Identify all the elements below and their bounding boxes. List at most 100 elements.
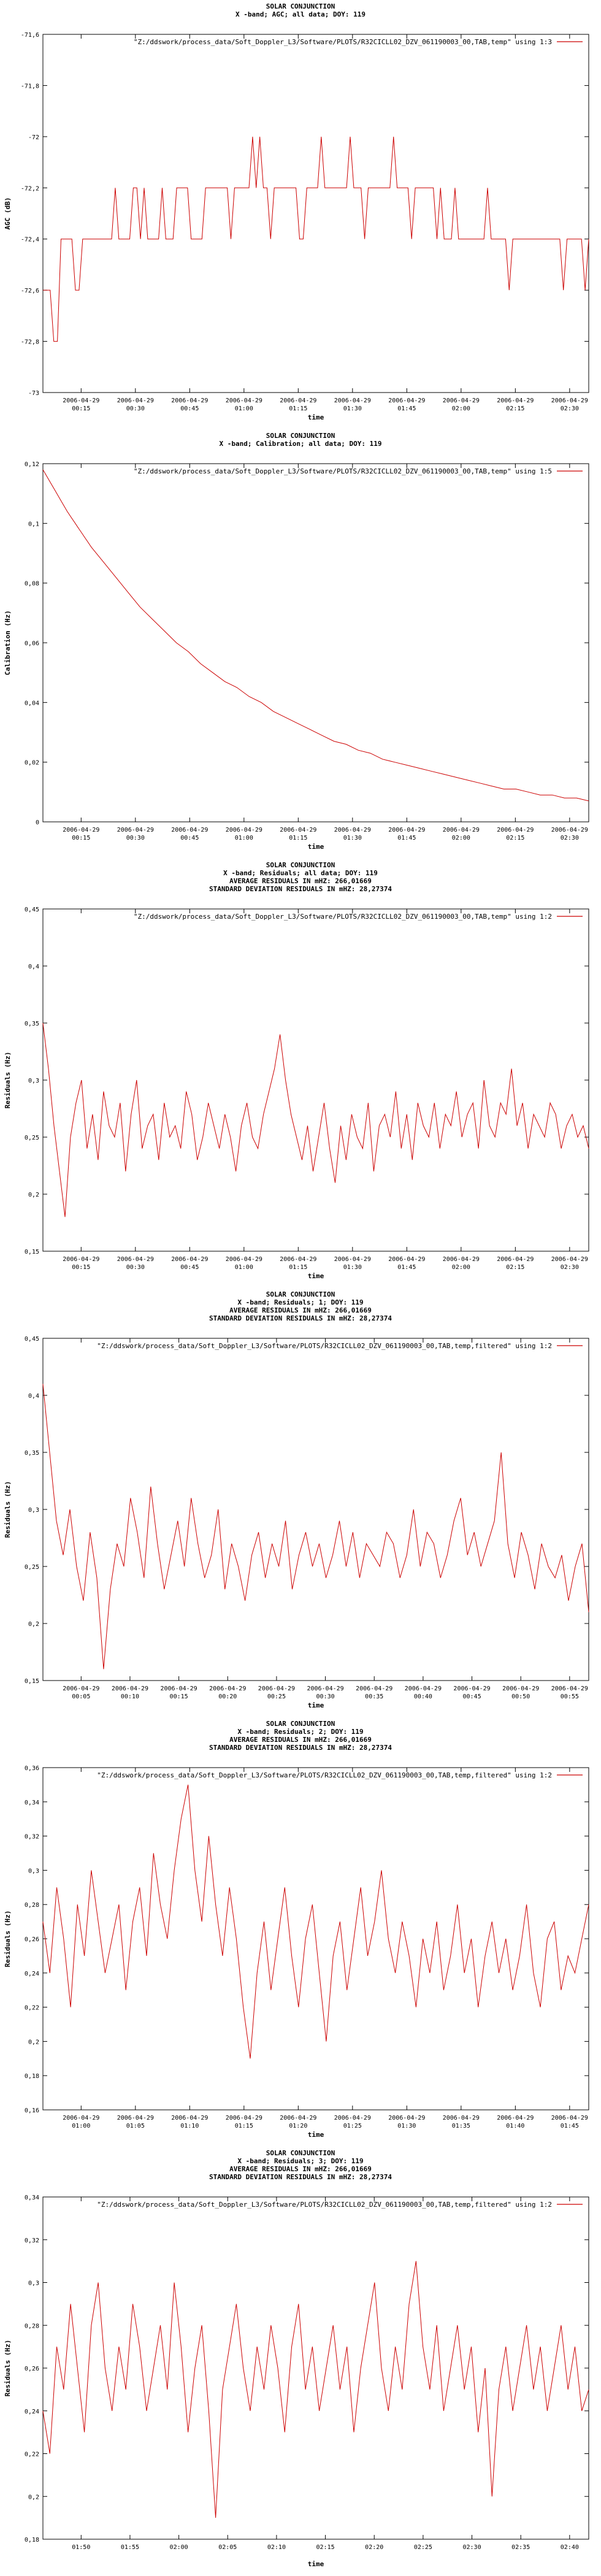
chart-title-line: AVERAGE RESIDUALS IN mHZ: 266,01669 [229,1306,372,1314]
x-tick-label: 2006-04-29 00:30 [117,1256,154,1271]
y-tick-label: -71,8 [21,83,39,90]
plot-frame [42,908,589,1252]
x-tick-label-date: 2006-04-29 [117,1256,154,1263]
x-tick-label-time: 01:45 [561,2123,579,2129]
x-tick-label: 02:00 [170,2544,188,2551]
x-axis-label: time [308,1701,324,1709]
y-tick-label: 0,15 [25,1678,39,1685]
x-tick-label-time: 00:15 [72,405,90,412]
plot-frame [42,1338,589,1681]
y-tick-label: 0,18 [25,2537,39,2543]
x-tick-label-date: 2006-04-29 [63,397,99,404]
x-tick-label-time: 01:00 [72,2123,90,2129]
x-tick-label: 2006-04-29 01:15 [226,2115,262,2129]
x-tick-label-time: 01:15 [235,2123,253,2129]
x-tick-label-time: 02:00 [452,405,470,412]
chart-title-line: X -band; AGC; all data; DOY: 119 [235,10,366,18]
x-tick-label-date: 2006-04-29 [226,2115,262,2122]
x-tick-label-time: 00:20 [218,1693,237,1700]
y-tick-label: 0,35 [25,1450,39,1457]
x-tick-label: 02:30 [462,2544,481,2551]
x-tick-label: 2006-04-29 00:35 [356,1685,392,1700]
chart-title-line: X -band; Calibration; all data; DOY: 119 [220,440,382,448]
x-tick-label: 2006-04-29 01:35 [443,2115,480,2129]
x-tick-label-date: 2006-04-29 [453,1685,490,1692]
x-tick-label-date: 2006-04-29 [307,1685,343,1692]
series-line [42,1384,589,1669]
x-tick-label-date: 2006-04-29 [497,1256,534,1263]
y-axis-label: Residuals (Hz) [4,1052,12,1109]
x-tick-label-time: 01:30 [343,1264,362,1271]
y-tick-label: 0,4 [28,1393,39,1400]
x-tick-label: 02:40 [561,2544,579,2551]
x-tick-label-time: 01:30 [343,835,362,841]
x-tick-label: 2006-04-29 01:45 [388,397,425,412]
x-tick-label-time: 00:45 [180,835,199,841]
y-tick-label: -72,6 [21,288,39,294]
chart-title-line: X -band; Residuals; 3; DOY: 119 [237,2157,363,2165]
x-tick-label-time: 02:15 [506,405,524,412]
chart-title-line: STANDARD DEVIATION RESIDUALS IN mHZ: 28,… [209,885,392,893]
y-tick-label: 0,06 [25,640,39,647]
x-tick-label: 2006-04-29 00:10 [112,1685,148,1700]
x-tick-label-date: 2006-04-29 [112,1685,148,1692]
x-tick-label-time: 01:05 [126,2123,145,2129]
x-tick-label-time: 00:30 [126,1264,145,1271]
x-tick-label-date: 2006-04-29 [551,1685,588,1692]
x-tick-label-date: 2006-04-29 [497,2115,534,2122]
x-tick-label-time: 02:30 [561,1264,579,1271]
y-tick-label: 0,16 [25,2107,39,2114]
x-tick-label-time: 00:15 [170,1693,188,1700]
y-tick-label: 0,04 [25,700,39,707]
x-tick-label-date: 2006-04-29 [443,1256,480,1263]
chart-title-line: SOLAR CONJUNCTION [266,861,335,869]
x-tick-label-date: 2006-04-29 [551,2115,588,2122]
x-tick-label: 2006-04-29 00:15 [161,1685,197,1700]
x-tick-label: 2006-04-29 00:05 [63,1685,99,1700]
chart-panel-4: SOLAR CONJUNCTION X -band; Residuals; 1; … [0,1288,601,1717]
x-tick-label: 2006-04-29 01:15 [280,397,316,412]
x-tick-label: 2006-04-29 00:15 [63,827,99,841]
x-tick-label-date: 2006-04-29 [443,2115,480,2122]
x-tick-label: 2006-04-29 00:45 [171,397,208,412]
chart-title-line: STANDARD DEVIATION RESIDUALS IN mHZ: 28,… [209,2173,392,2181]
x-tick-label-time: 00:25 [267,1693,286,1700]
x-tick-label-date: 2006-04-29 [258,1685,295,1692]
x-tick-label: 02:20 [365,2544,383,2551]
legend-entry: "Z:/ddswork/process_data/Soft_Doppler_L3… [97,1771,552,1779]
chart-title-line: STANDARD DEVIATION RESIDUALS IN mHZ: 28,… [209,1744,392,1752]
y-tick-label: 0,34 [25,2195,39,2201]
x-tick-label-time: 01:30 [397,2123,416,2129]
x-tick-label-time: 00:45 [180,1264,199,1271]
x-tick-label-time: 00:10 [121,1693,139,1700]
x-axis-label: time [308,2131,324,2139]
y-tick-label: -72,2 [21,185,39,192]
x-tick-label-time: 01:40 [506,2123,524,2129]
x-tick-label: 2006-04-29 01:30 [334,1256,371,1271]
plot-frame [42,463,589,822]
x-tick-label: 2006-04-29 01:20 [280,2115,316,2129]
x-tick-label-date: 2006-04-29 [63,827,99,834]
x-tick-label: 2006-04-29 01:30 [334,827,371,841]
x-tick-label: 2006-04-29 00:30 [117,827,154,841]
x-tick-label-date: 2006-04-29 [171,2115,208,2122]
y-tick-label: 0 [36,819,39,826]
x-tick-label-date: 2006-04-29 [502,1685,539,1692]
x-tick-label-time: 00:30 [126,405,145,412]
x-tick-label-time: 01:00 [235,405,253,412]
x-tick-label: 2006-04-29 01:00 [63,2115,99,2129]
y-tick-label: 0,2 [28,2039,39,2045]
x-tick-label: 2006-04-29 02:30 [551,397,588,412]
x-tick-label: 02:15 [316,2544,335,2551]
x-tick-label-date: 2006-04-29 [280,1256,316,1263]
x-tick-label-time: 01:30 [343,405,362,412]
x-tick-label: 2006-04-29 01:00 [226,397,262,412]
x-tick-label: 2006-04-29 00:25 [258,1685,295,1700]
x-tick-label-time: 01:25 [343,2123,362,2129]
plot-frame [42,34,589,393]
y-tick-label: 0,36 [25,1765,39,1772]
